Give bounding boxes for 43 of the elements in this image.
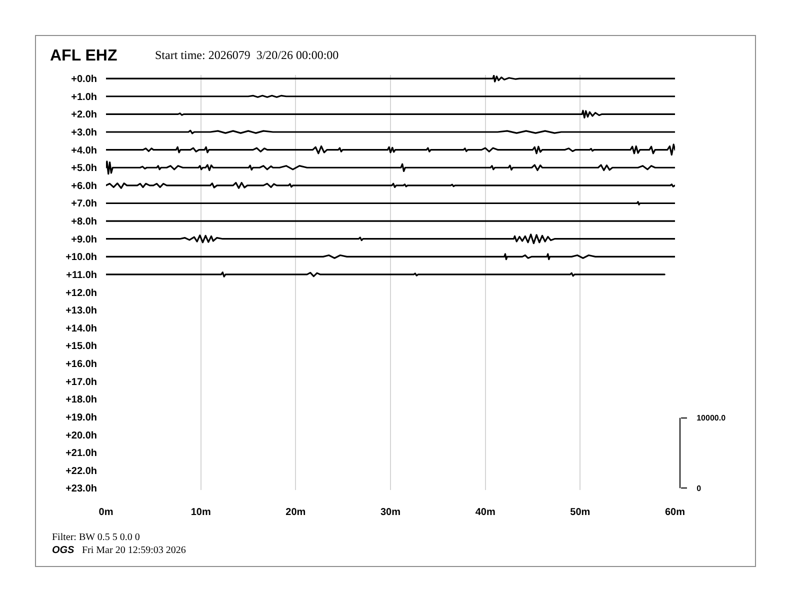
y-tick-label: +5.0h	[71, 163, 97, 174]
x-tick-label: 10m	[190, 507, 211, 518]
y2-tick-label: 10000.0	[696, 414, 726, 423]
y-tick-label: +7.0h	[71, 198, 97, 210]
chart-subtitle: Start time: 2026079 3/20/26 00:00:00	[155, 48, 339, 62]
y2-tick-label: 0	[696, 484, 702, 493]
y-tick-label: +13.0h	[66, 306, 97, 317]
y-tick-label: +0.0h	[71, 74, 97, 86]
y-tick-label: +23.0h	[66, 484, 97, 495]
y-tick-label: +6.0h	[71, 180, 97, 192]
x-tick-label: 40m	[475, 507, 496, 518]
y-tick-label: +14.0h	[66, 323, 97, 334]
y-tick-label: +20.0h	[66, 430, 97, 442]
y-tick-label: +4.0h	[71, 145, 97, 156]
text: Fri Mar 20 12:59:03 2026	[82, 545, 186, 556]
y-tick-label: +1.0h	[71, 92, 97, 103]
text: Filter: BW 0.5 5 0.0 0	[52, 532, 140, 543]
y-tick-label: +8.0h	[71, 216, 97, 228]
x-tick-label: 0m	[98, 507, 114, 518]
x-tick-label: 30m	[380, 507, 401, 518]
y-tick-label: +18.0h	[66, 394, 97, 406]
line-series	[106, 234, 675, 244]
y-tick-label: +3.0h	[71, 128, 97, 138]
y-tick-label: +19.0h	[66, 412, 97, 424]
y-tick-label: +22.0h	[66, 466, 97, 477]
y-tick-label: +11.0h	[66, 270, 97, 281]
line-series	[106, 110, 675, 119]
x-tick-label: 20m	[286, 507, 306, 518]
text: OGS	[52, 545, 75, 556]
y-tick-label: +21.0h	[66, 448, 97, 460]
x-tick-label: 50m	[570, 507, 590, 518]
line-series	[106, 75, 675, 82]
y-tick-label: +9.0h	[71, 234, 97, 246]
x-tick-label: 60m	[664, 507, 686, 518]
y-tick-label: +15.0h	[66, 341, 97, 352]
y-tick-label: +12.0h	[66, 288, 97, 299]
y-tick-label: +2.0h	[71, 110, 97, 121]
y-tick-label: +17.0h	[66, 376, 97, 388]
y-tick-label: +10.0h	[66, 252, 97, 264]
y-tick-label: +16.0h	[66, 359, 97, 370]
line-series	[106, 144, 675, 156]
chart-title: AFL EHZ	[50, 48, 118, 65]
line-series	[106, 160, 675, 175]
